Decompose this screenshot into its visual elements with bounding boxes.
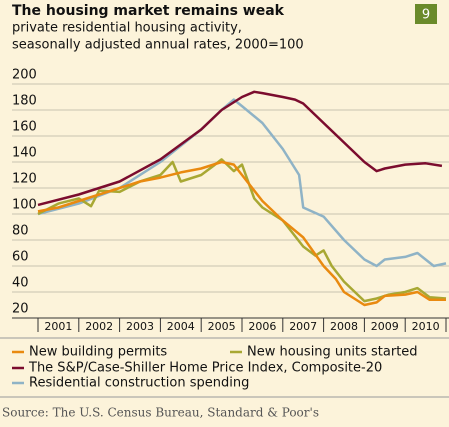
x-tick-label: 2004 <box>167 320 195 333</box>
x-tick-label: 2002 <box>85 320 113 333</box>
x-tick-label: 2008 <box>330 320 358 333</box>
x-tick-label: 2001 <box>44 320 72 333</box>
source: Source: The U.S. Census Bureau, Standard… <box>2 406 319 420</box>
y-tick-label: 180 <box>12 94 37 109</box>
y-tick-label: 80 <box>12 224 29 239</box>
badge: 9 <box>422 8 430 23</box>
legend-label: New housing units started <box>247 345 418 360</box>
badge-box <box>415 4 437 24</box>
chart-title: The housing market remains weak <box>12 3 285 19</box>
y-tick-label: 100 <box>12 198 37 213</box>
y-tick-label: 120 <box>12 172 37 187</box>
y-tick-label: 200 <box>12 68 37 83</box>
y-tick-label: 140 <box>12 146 37 161</box>
x-tick-label: 2006 <box>248 320 276 333</box>
series-line <box>37 160 446 307</box>
legend-label: Residential construction spending <box>29 376 249 391</box>
x-tick-label: 2007 <box>289 320 317 333</box>
x-tick-label: 2009 <box>371 320 399 333</box>
x-tick-label: 2010 <box>412 320 440 333</box>
y-tick-label: 40 <box>12 276 29 291</box>
legend-label: New building permits <box>29 345 167 360</box>
x-tick-label: 2003 <box>126 320 154 333</box>
y-tick-label: 160 <box>12 120 37 135</box>
legend-label: The S&P/Case-Shiller Home Price Index, C… <box>28 361 382 376</box>
y-tick-label: 20 <box>12 302 29 317</box>
y-tick-label: 60 <box>12 250 29 265</box>
x-tick-label: 2005 <box>208 320 236 333</box>
subtitle: seasonally adjusted annual rates, 2000=1… <box>12 38 304 53</box>
series-line <box>37 90 443 207</box>
subtitle: private residential housing activity, <box>12 21 242 36</box>
